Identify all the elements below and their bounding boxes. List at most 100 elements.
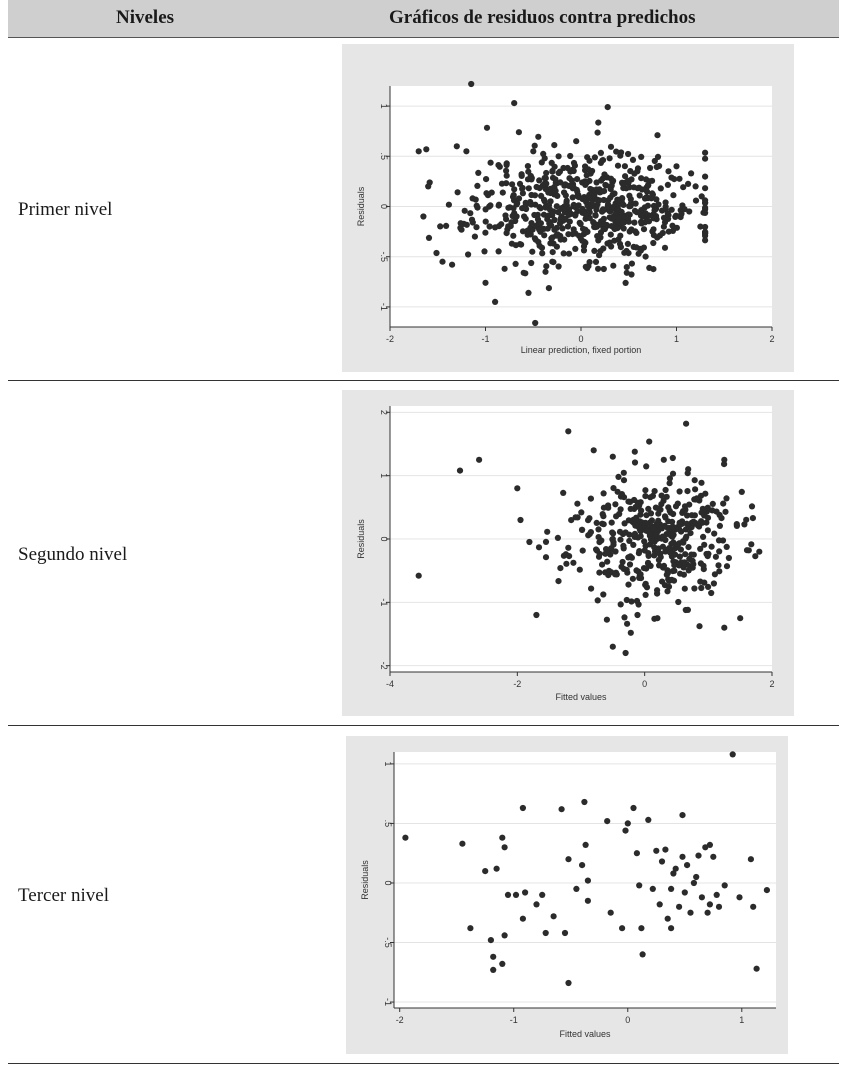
data-point <box>713 891 720 898</box>
data-point <box>616 510 623 518</box>
data-point <box>579 205 586 213</box>
data-point <box>650 215 657 222</box>
data-point <box>681 206 688 213</box>
data-point <box>680 538 687 545</box>
data-point <box>542 538 550 545</box>
data-point <box>457 220 464 227</box>
data-point <box>655 201 662 208</box>
data-point <box>588 585 595 592</box>
data-point <box>636 882 643 889</box>
data-point <box>461 207 468 214</box>
data-point <box>545 189 552 196</box>
y-tick-label: 1 <box>383 761 393 766</box>
data-point <box>673 163 680 170</box>
data-point <box>690 879 697 887</box>
data-point <box>555 578 562 585</box>
data-point <box>607 143 615 150</box>
data-point <box>599 157 606 164</box>
data-point <box>604 104 611 111</box>
data-point <box>702 230 709 237</box>
plot-panel-3: -2 -1 0 1 -1 -.5 0 .5 1 Fitted values Residuals <box>346 736 788 1054</box>
data-point <box>559 225 566 232</box>
data-point <box>736 894 743 901</box>
data-point <box>642 581 649 588</box>
data-point <box>560 489 567 496</box>
data-points <box>415 80 709 327</box>
data-point <box>554 534 561 541</box>
data-point <box>487 159 494 166</box>
data-point <box>473 224 480 231</box>
data-point <box>553 203 560 210</box>
data-point <box>625 517 632 524</box>
data-point <box>624 215 632 222</box>
data-point <box>641 204 648 211</box>
data-point <box>533 183 540 191</box>
data-point <box>607 909 614 916</box>
data-point <box>578 509 585 516</box>
data-points <box>402 751 770 987</box>
data-point <box>683 420 690 427</box>
data-point <box>654 132 661 139</box>
data-point <box>679 853 686 860</box>
data-point <box>682 551 689 558</box>
data-point <box>701 541 708 548</box>
data-point <box>542 929 549 937</box>
data-point <box>625 581 632 588</box>
data-point <box>666 475 673 482</box>
y-tick-label: 0 <box>379 536 389 541</box>
data-point <box>698 894 705 901</box>
data-point <box>566 553 573 560</box>
data-point <box>752 553 759 560</box>
data-point <box>681 585 688 592</box>
data-point <box>581 798 588 806</box>
y-tick-label: 0 <box>379 204 389 209</box>
data-point <box>565 544 572 551</box>
data-point <box>568 517 575 524</box>
data-point <box>492 298 499 305</box>
data-point <box>659 229 666 237</box>
data-point <box>528 176 535 183</box>
data-point <box>487 937 494 944</box>
x-tick-label: 0 <box>625 1015 630 1025</box>
data-point <box>653 847 660 854</box>
data-point <box>721 624 728 631</box>
data-point <box>650 226 657 233</box>
data-point <box>599 561 606 568</box>
data-point <box>516 241 524 248</box>
data-point <box>504 891 512 898</box>
data-point <box>524 227 531 234</box>
data-point <box>536 177 543 184</box>
data-point <box>685 544 692 551</box>
data-point <box>607 175 615 182</box>
data-point <box>713 508 720 515</box>
data-point <box>706 841 713 848</box>
data-point <box>692 519 699 527</box>
data-point <box>579 547 586 554</box>
data-point <box>415 572 422 579</box>
data-point <box>639 186 646 193</box>
data-point <box>574 176 581 183</box>
data-point <box>548 235 555 242</box>
data-point <box>620 219 628 226</box>
data-point <box>698 479 705 486</box>
data-point <box>595 265 602 272</box>
data-point <box>443 222 450 229</box>
data-point <box>482 218 489 225</box>
data-point <box>612 548 619 555</box>
y-tick-label: 0 <box>383 880 393 885</box>
plot-panel-1: -2 -1 0 1 2 -1 -.5 0 .5 1 Linear prediction, fixed… <box>342 44 794 372</box>
data-point <box>660 562 668 569</box>
data-point <box>597 149 604 156</box>
data-point <box>653 196 660 203</box>
data-point <box>650 239 657 247</box>
data-point <box>454 189 461 196</box>
data-point <box>684 862 691 869</box>
data-point <box>565 979 572 987</box>
data-point <box>520 269 527 276</box>
data-point <box>543 169 550 177</box>
data-point <box>611 237 618 244</box>
x-axis-title: Fitted values <box>555 692 607 702</box>
data-point <box>671 562 678 569</box>
data-point <box>621 249 628 256</box>
row-label-segundo-nivel: Segundo nivel <box>18 544 128 565</box>
